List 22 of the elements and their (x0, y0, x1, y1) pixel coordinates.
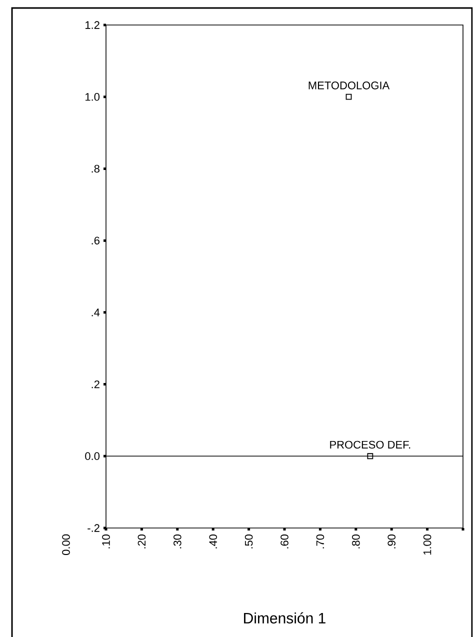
x-tick-label: .80 (352, 534, 360, 548)
x-tick-label: .50 (244, 534, 253, 548)
y-tick-label: .4 (92, 308, 100, 316)
x-tick-label: .30 (174, 534, 182, 548)
y-tick-label: -.2 (88, 524, 100, 532)
x-axis-title: Dimensión 1 (244, 612, 326, 624)
annotation: METODOLOGIA (308, 82, 390, 90)
y-tick-label: .8 (92, 164, 100, 173)
y-tick-label: 1.0 (86, 92, 100, 101)
x-tick-label: .10 (102, 534, 110, 548)
annotation: PROCESO DEF. (330, 440, 410, 449)
x-tick-label: .60 (280, 534, 288, 548)
text: 0.00 (62, 534, 70, 555)
x-tick-label: .20 (138, 534, 146, 548)
x-tick-label: .90 (388, 534, 396, 548)
y-tick-label: 0.0 (85, 452, 100, 460)
x-tick-label: .70 (316, 534, 324, 548)
y-tick-label: .6 (92, 236, 100, 244)
x-tick-label: 1.00 (423, 534, 432, 555)
x-tick-label: .40 (209, 534, 217, 548)
y-tick-label: .2 (92, 380, 100, 388)
y-tick-label: 1.2 (86, 21, 100, 29)
